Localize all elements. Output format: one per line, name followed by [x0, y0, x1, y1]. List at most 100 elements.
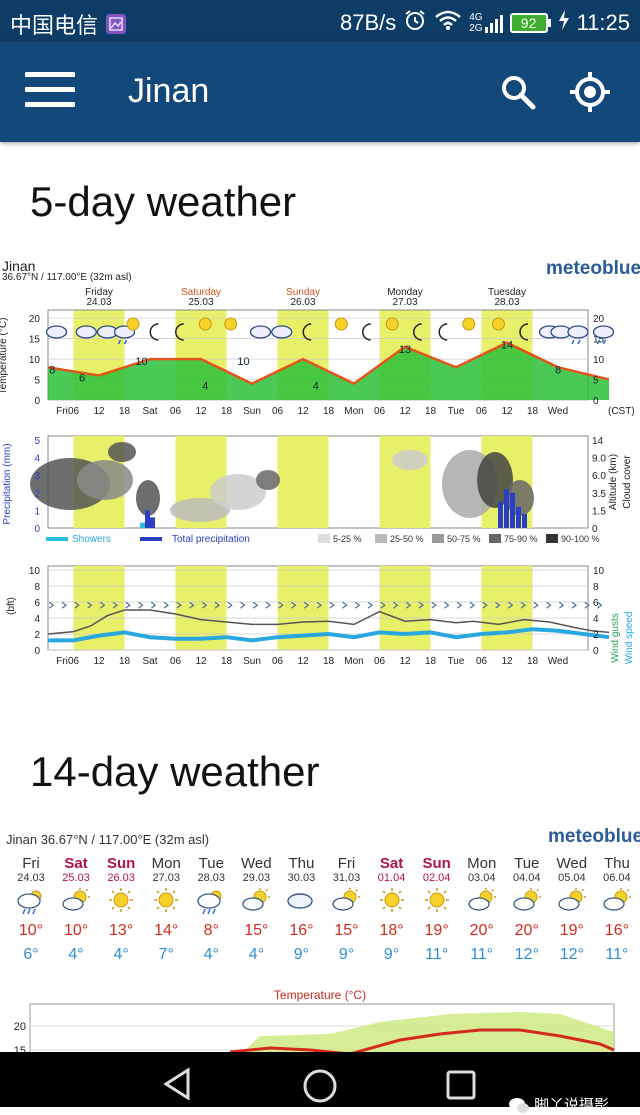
altitude-axis-label: Altitude (km) [608, 454, 619, 510]
x-tick: 06 [476, 656, 488, 667]
temperature-tick-right: 20 [593, 314, 605, 325]
forecast-day-name: Thu [603, 855, 630, 872]
wind-direction-arrow [189, 601, 195, 609]
precipitation-bar [498, 501, 503, 528]
wind-direction-arrow [329, 601, 335, 609]
forecast-day[interactable]: Tue 04.04 20° 12° [504, 855, 550, 964]
temperature-label: 13 [399, 344, 411, 356]
x-tick: Mon [344, 656, 363, 667]
moon-icon [519, 323, 529, 341]
forecast-day[interactable]: Sun 02.04 19° 11° [414, 855, 460, 964]
home-button[interactable] [300, 1066, 340, 1106]
forecast-max-temp: 19° [424, 922, 449, 939]
forecast-min-temp: 4° [248, 946, 264, 963]
forecast-min-temp: 4° [113, 946, 129, 963]
forecast-day-name: Sun [422, 855, 451, 872]
forecast-day[interactable]: Wed 29.03 15° 4° [233, 855, 279, 964]
sun-cloud-icon [459, 884, 505, 918]
rain-drops [117, 339, 128, 345]
x-tick: 18 [119, 656, 131, 667]
sun-icon [414, 884, 460, 918]
day-header-name: Monday [387, 287, 423, 298]
menu-button[interactable] [25, 72, 77, 110]
forecast-max-temp: 16° [289, 922, 314, 939]
showers-legend-label: Showers [72, 534, 111, 545]
x-tick: 18 [323, 656, 335, 667]
sun-cloud-icon [233, 884, 279, 918]
moon-icon [413, 323, 422, 341]
moon-icon [362, 323, 371, 341]
carrier-name: 中国电信 [10, 13, 99, 38]
app-bar: Jinan [0, 42, 640, 142]
daylight-band [379, 566, 431, 650]
day-header-name: Saturday [181, 287, 221, 298]
wind-direction-arrow [303, 601, 310, 609]
forecast-min-temp: 12° [514, 946, 539, 963]
cloud-legend-label: 50-75 % [447, 534, 481, 544]
temperature-label: 10 [237, 356, 249, 368]
temperature-tick-right: 0 [593, 396, 599, 407]
x-tick: Wed [548, 406, 568, 417]
locate-button[interactable] [568, 70, 612, 114]
forecast-day[interactable]: Fri 24.03 10° 6° [8, 855, 54, 964]
wind-tick: 8 [34, 582, 40, 593]
forecast-day[interactable]: Tue 28.03 8° 4° [188, 855, 234, 964]
moon-icon [438, 323, 448, 341]
x-tick: 12 [399, 656, 411, 667]
forecast-day[interactable]: Sun 26.03 13° 4° [98, 855, 144, 964]
wind-tick: 4 [34, 614, 40, 625]
x-tick: 18 [425, 406, 437, 417]
forecast-day-name: Sat [379, 855, 404, 872]
wind-gust-line [47, 609, 610, 635]
forecast-day-date: 06.04 [603, 872, 631, 884]
forecast-day[interactable]: Mon 03.04 20° 11° [459, 855, 505, 964]
forecast-max-temp: 14° [154, 922, 179, 939]
wind-direction-arrow [380, 601, 386, 609]
wind-direction-arrow [176, 601, 182, 609]
x-tick: 12 [297, 406, 309, 417]
search-button[interactable] [498, 72, 538, 112]
cloud-cover-area [77, 460, 133, 500]
search-icon [502, 76, 536, 110]
forecast-min-temp: 11° [605, 946, 629, 963]
day-header-name: Friday [85, 287, 113, 298]
x-tick: Fri [56, 656, 68, 667]
forecast-day[interactable]: Sat 01.04 18° 9° [369, 855, 415, 964]
forecast-day[interactable]: Fri 31.03 15° 9° [323, 855, 369, 964]
daylight-band [277, 436, 329, 528]
x-tick: 06 [170, 656, 182, 667]
x-tick: Fri [56, 406, 68, 417]
wind-direction-arrow [444, 601, 450, 609]
recents-button[interactable] [444, 1068, 480, 1104]
x-tick: Tue [448, 656, 465, 667]
wind-direction-arrow [342, 601, 348, 609]
altitude-tick: 3.5 [592, 489, 606, 500]
daylight-band [379, 436, 431, 528]
temperature-line [47, 341, 610, 386]
sun-cloud-icon [594, 884, 640, 918]
forecast-min-temp: 9° [293, 946, 310, 963]
forecast-day-name: Wed [556, 855, 588, 872]
precipitation-tick: 0 [34, 524, 40, 535]
cloud-cover-area [108, 442, 136, 462]
rain-cloud-icon [8, 884, 54, 918]
forecast-min-temp: 11° [425, 946, 449, 963]
forecast-day-name: Fri [22, 855, 40, 872]
forecast-day-name: Tue [198, 855, 224, 872]
back-button[interactable] [158, 1066, 198, 1101]
forecast-day[interactable]: Wed 05.04 19° 12° [549, 855, 595, 964]
forecast-day[interactable]: Mon 27.03 14° 7° [143, 855, 189, 964]
forecast-day[interactable]: Sat 25.03 10° 4° [53, 855, 99, 964]
wind-direction-arrow [291, 601, 297, 609]
cloud-cover-area [136, 480, 160, 516]
precipitation-tick: 5 [34, 436, 40, 447]
wind-direction-arrow [99, 601, 106, 609]
forecast-day[interactable]: Thu 30.03 16° 9° [278, 855, 324, 964]
x-tick: 12 [195, 656, 207, 667]
sun-icon [224, 317, 238, 331]
total-precip-legend-swatch [140, 537, 162, 541]
cloud-legend-swatch [546, 534, 558, 543]
x-tick: Sat [142, 406, 157, 417]
forecast-day[interactable]: Thu 06.04 16° 11° [594, 855, 640, 964]
wind-direction-arrow [571, 601, 577, 609]
